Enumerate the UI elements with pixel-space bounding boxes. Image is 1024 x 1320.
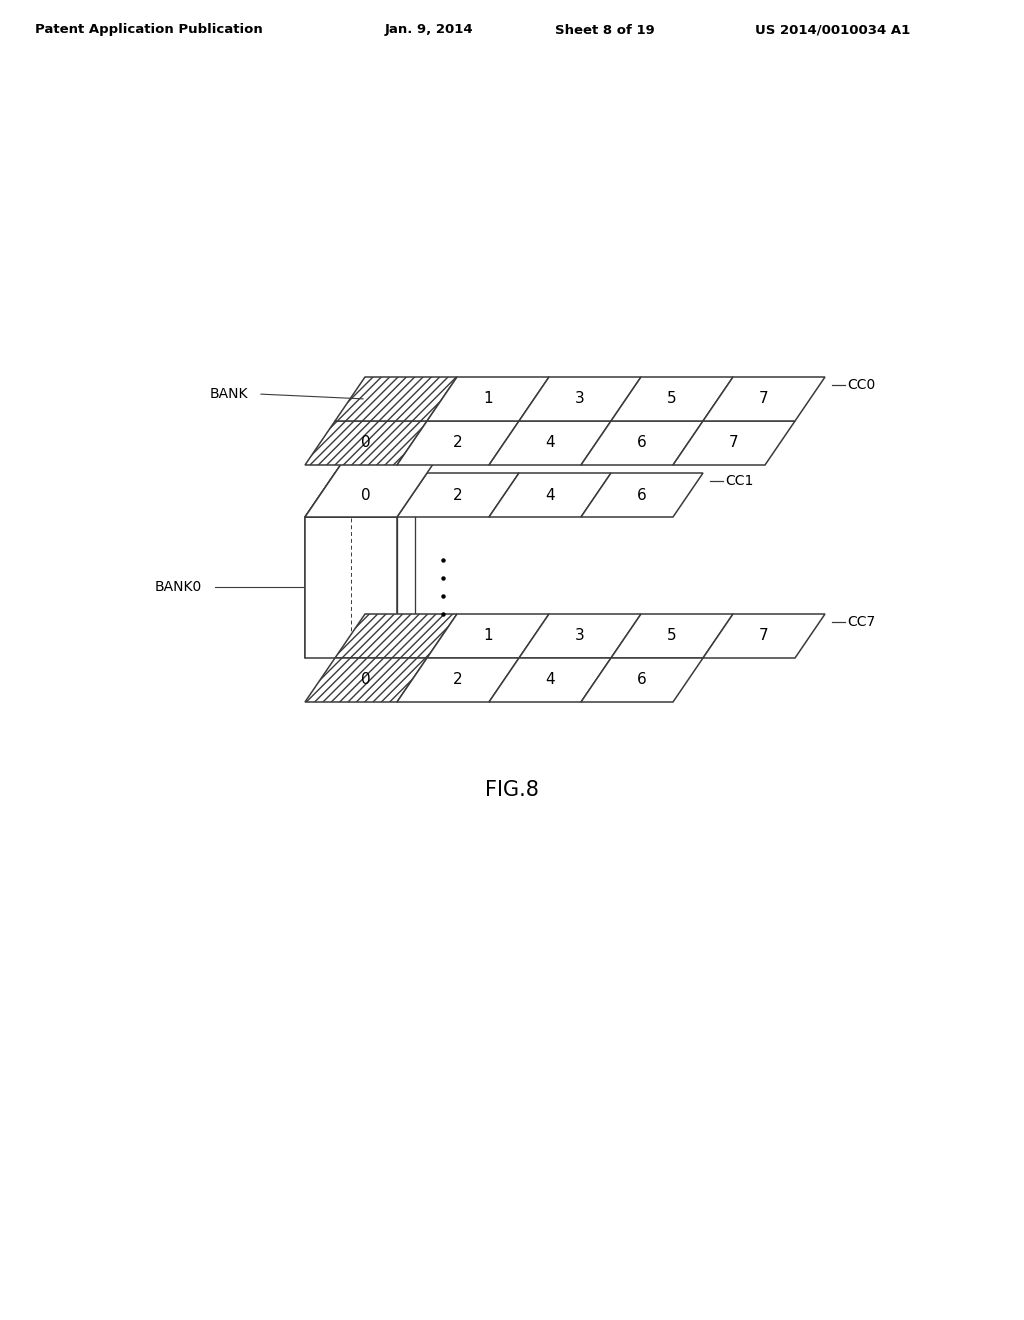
Text: 4: 4	[545, 487, 555, 503]
Polygon shape	[519, 378, 641, 421]
Polygon shape	[305, 429, 457, 517]
Text: US 2014/0010034 A1: US 2014/0010034 A1	[755, 24, 910, 37]
Polygon shape	[305, 517, 397, 657]
Text: 2: 2	[454, 672, 463, 688]
Text: CC0: CC0	[847, 378, 876, 392]
Polygon shape	[397, 473, 519, 517]
Polygon shape	[581, 473, 703, 517]
Text: 3: 3	[575, 628, 585, 644]
Text: FIG.8: FIG.8	[485, 780, 539, 800]
Text: 1: 1	[483, 628, 493, 644]
Polygon shape	[397, 657, 519, 702]
Polygon shape	[489, 421, 611, 465]
Text: 5: 5	[668, 392, 677, 407]
Text: Patent Application Publication: Patent Application Publication	[35, 24, 263, 37]
Text: 4: 4	[545, 672, 555, 688]
Polygon shape	[305, 429, 365, 657]
Text: CC7: CC7	[847, 615, 876, 630]
Text: 7: 7	[759, 628, 769, 644]
Text: 0: 0	[361, 436, 371, 450]
Text: 1: 1	[483, 392, 493, 407]
Polygon shape	[335, 378, 457, 421]
Text: 4: 4	[545, 436, 555, 450]
Text: BANK: BANK	[210, 387, 249, 401]
Text: 7: 7	[729, 436, 738, 450]
Text: Jan. 9, 2014: Jan. 9, 2014	[385, 24, 474, 37]
Text: 2: 2	[454, 436, 463, 450]
Polygon shape	[611, 378, 733, 421]
Text: CC1: CC1	[725, 474, 754, 488]
Text: 7: 7	[759, 392, 769, 407]
Polygon shape	[305, 421, 427, 465]
Polygon shape	[703, 614, 825, 657]
Polygon shape	[489, 657, 611, 702]
Text: 5: 5	[668, 628, 677, 644]
Polygon shape	[581, 657, 703, 702]
Polygon shape	[427, 378, 549, 421]
Polygon shape	[581, 421, 703, 465]
Text: 3: 3	[575, 392, 585, 407]
Polygon shape	[489, 473, 611, 517]
Text: 2: 2	[454, 487, 463, 503]
Text: 0: 0	[361, 487, 371, 503]
Text: 0: 0	[361, 672, 371, 688]
Polygon shape	[305, 657, 427, 702]
Polygon shape	[703, 378, 825, 421]
Text: 6: 6	[637, 487, 647, 503]
Text: 6: 6	[637, 436, 647, 450]
Polygon shape	[673, 421, 795, 465]
Text: Sheet 8 of 19: Sheet 8 of 19	[555, 24, 654, 37]
Text: BANK0: BANK0	[155, 581, 203, 594]
Polygon shape	[397, 421, 519, 465]
Polygon shape	[427, 614, 549, 657]
Polygon shape	[335, 614, 457, 657]
Polygon shape	[519, 614, 641, 657]
Polygon shape	[305, 473, 427, 517]
Text: 6: 6	[637, 672, 647, 688]
Polygon shape	[611, 614, 733, 657]
